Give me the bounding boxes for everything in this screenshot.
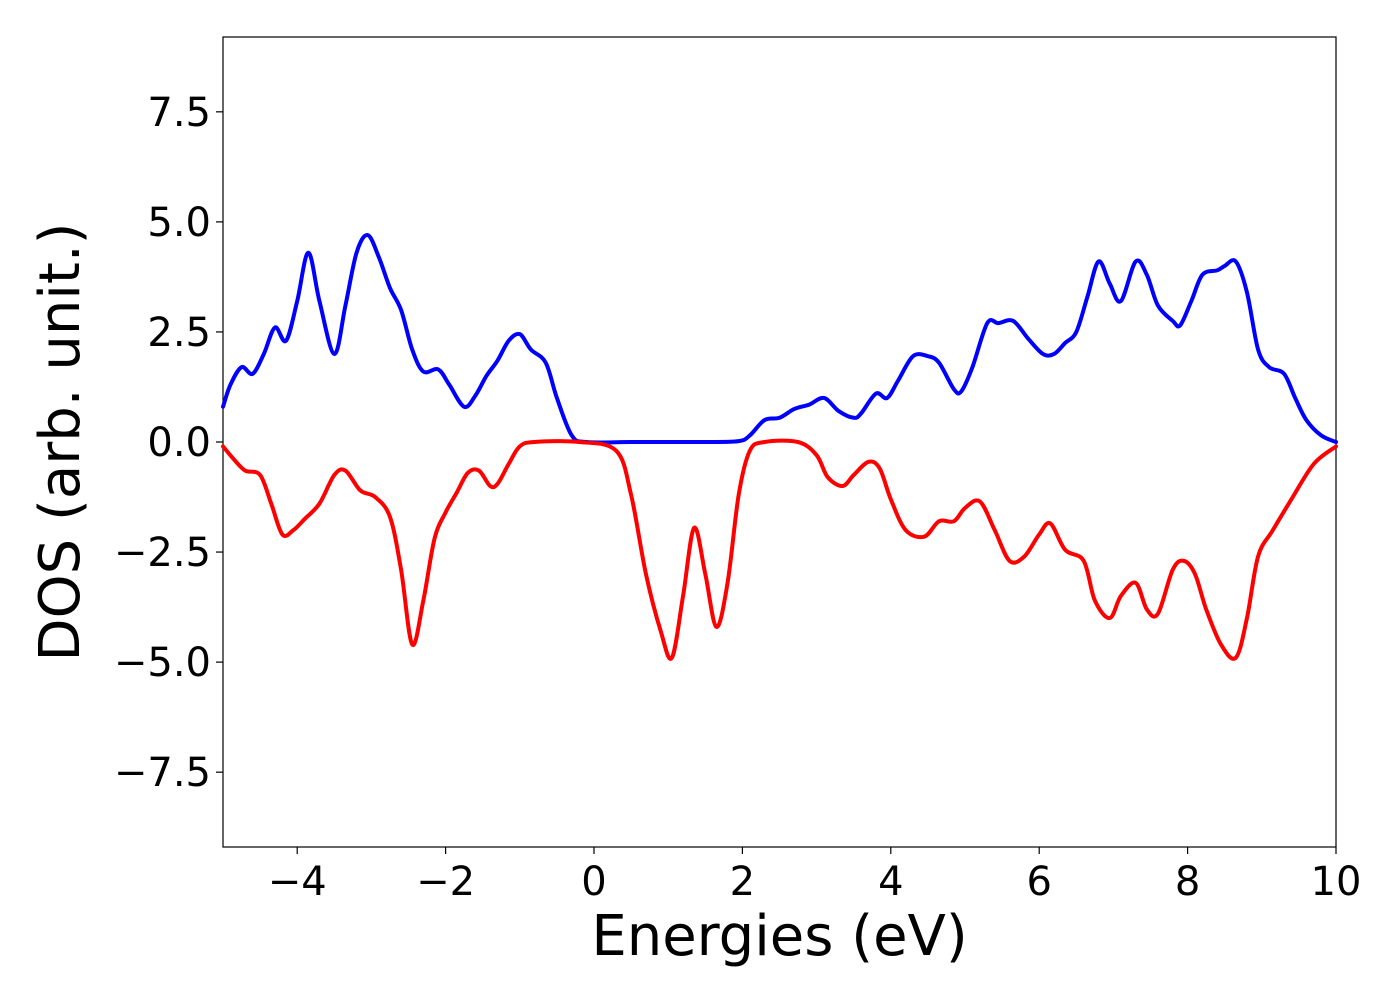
series-line-negative (221, 438, 1338, 661)
y-axis-label: DOS (arb. unit.) (28, 222, 93, 661)
y-tick-label: −5.0 (114, 640, 211, 686)
x-tick-label: 6 (1026, 859, 1051, 905)
y-axis: 7.5 5.0 2.5 0.0 −2.5 −5.0 −7.5 (114, 90, 223, 796)
series-group (221, 233, 1338, 661)
series-line-positive (221, 233, 1338, 445)
x-tick-label: 2 (730, 859, 755, 905)
x-tick-label: −2 (416, 859, 475, 905)
y-tick-label: −2.5 (114, 530, 211, 576)
x-tick-label: 10 (1311, 859, 1362, 905)
plot-area (221, 36, 1338, 848)
x-tick-label: 8 (1175, 859, 1200, 905)
x-tick-label: 0 (581, 859, 606, 905)
x-tick-label: 4 (878, 859, 903, 905)
y-tick-label: 5.0 (147, 200, 211, 246)
y-tick-label: 7.5 (147, 90, 211, 136)
x-axis: −4 −2 0 2 4 6 8 10 (268, 847, 1362, 905)
y-tick-label: 0.0 (147, 420, 211, 466)
y-tick-label: 2.5 (147, 310, 211, 356)
y-tick-label: −7.5 (114, 750, 211, 796)
x-tick-label: −4 (268, 859, 327, 905)
x-axis-label: Energies (eV) (591, 904, 967, 969)
